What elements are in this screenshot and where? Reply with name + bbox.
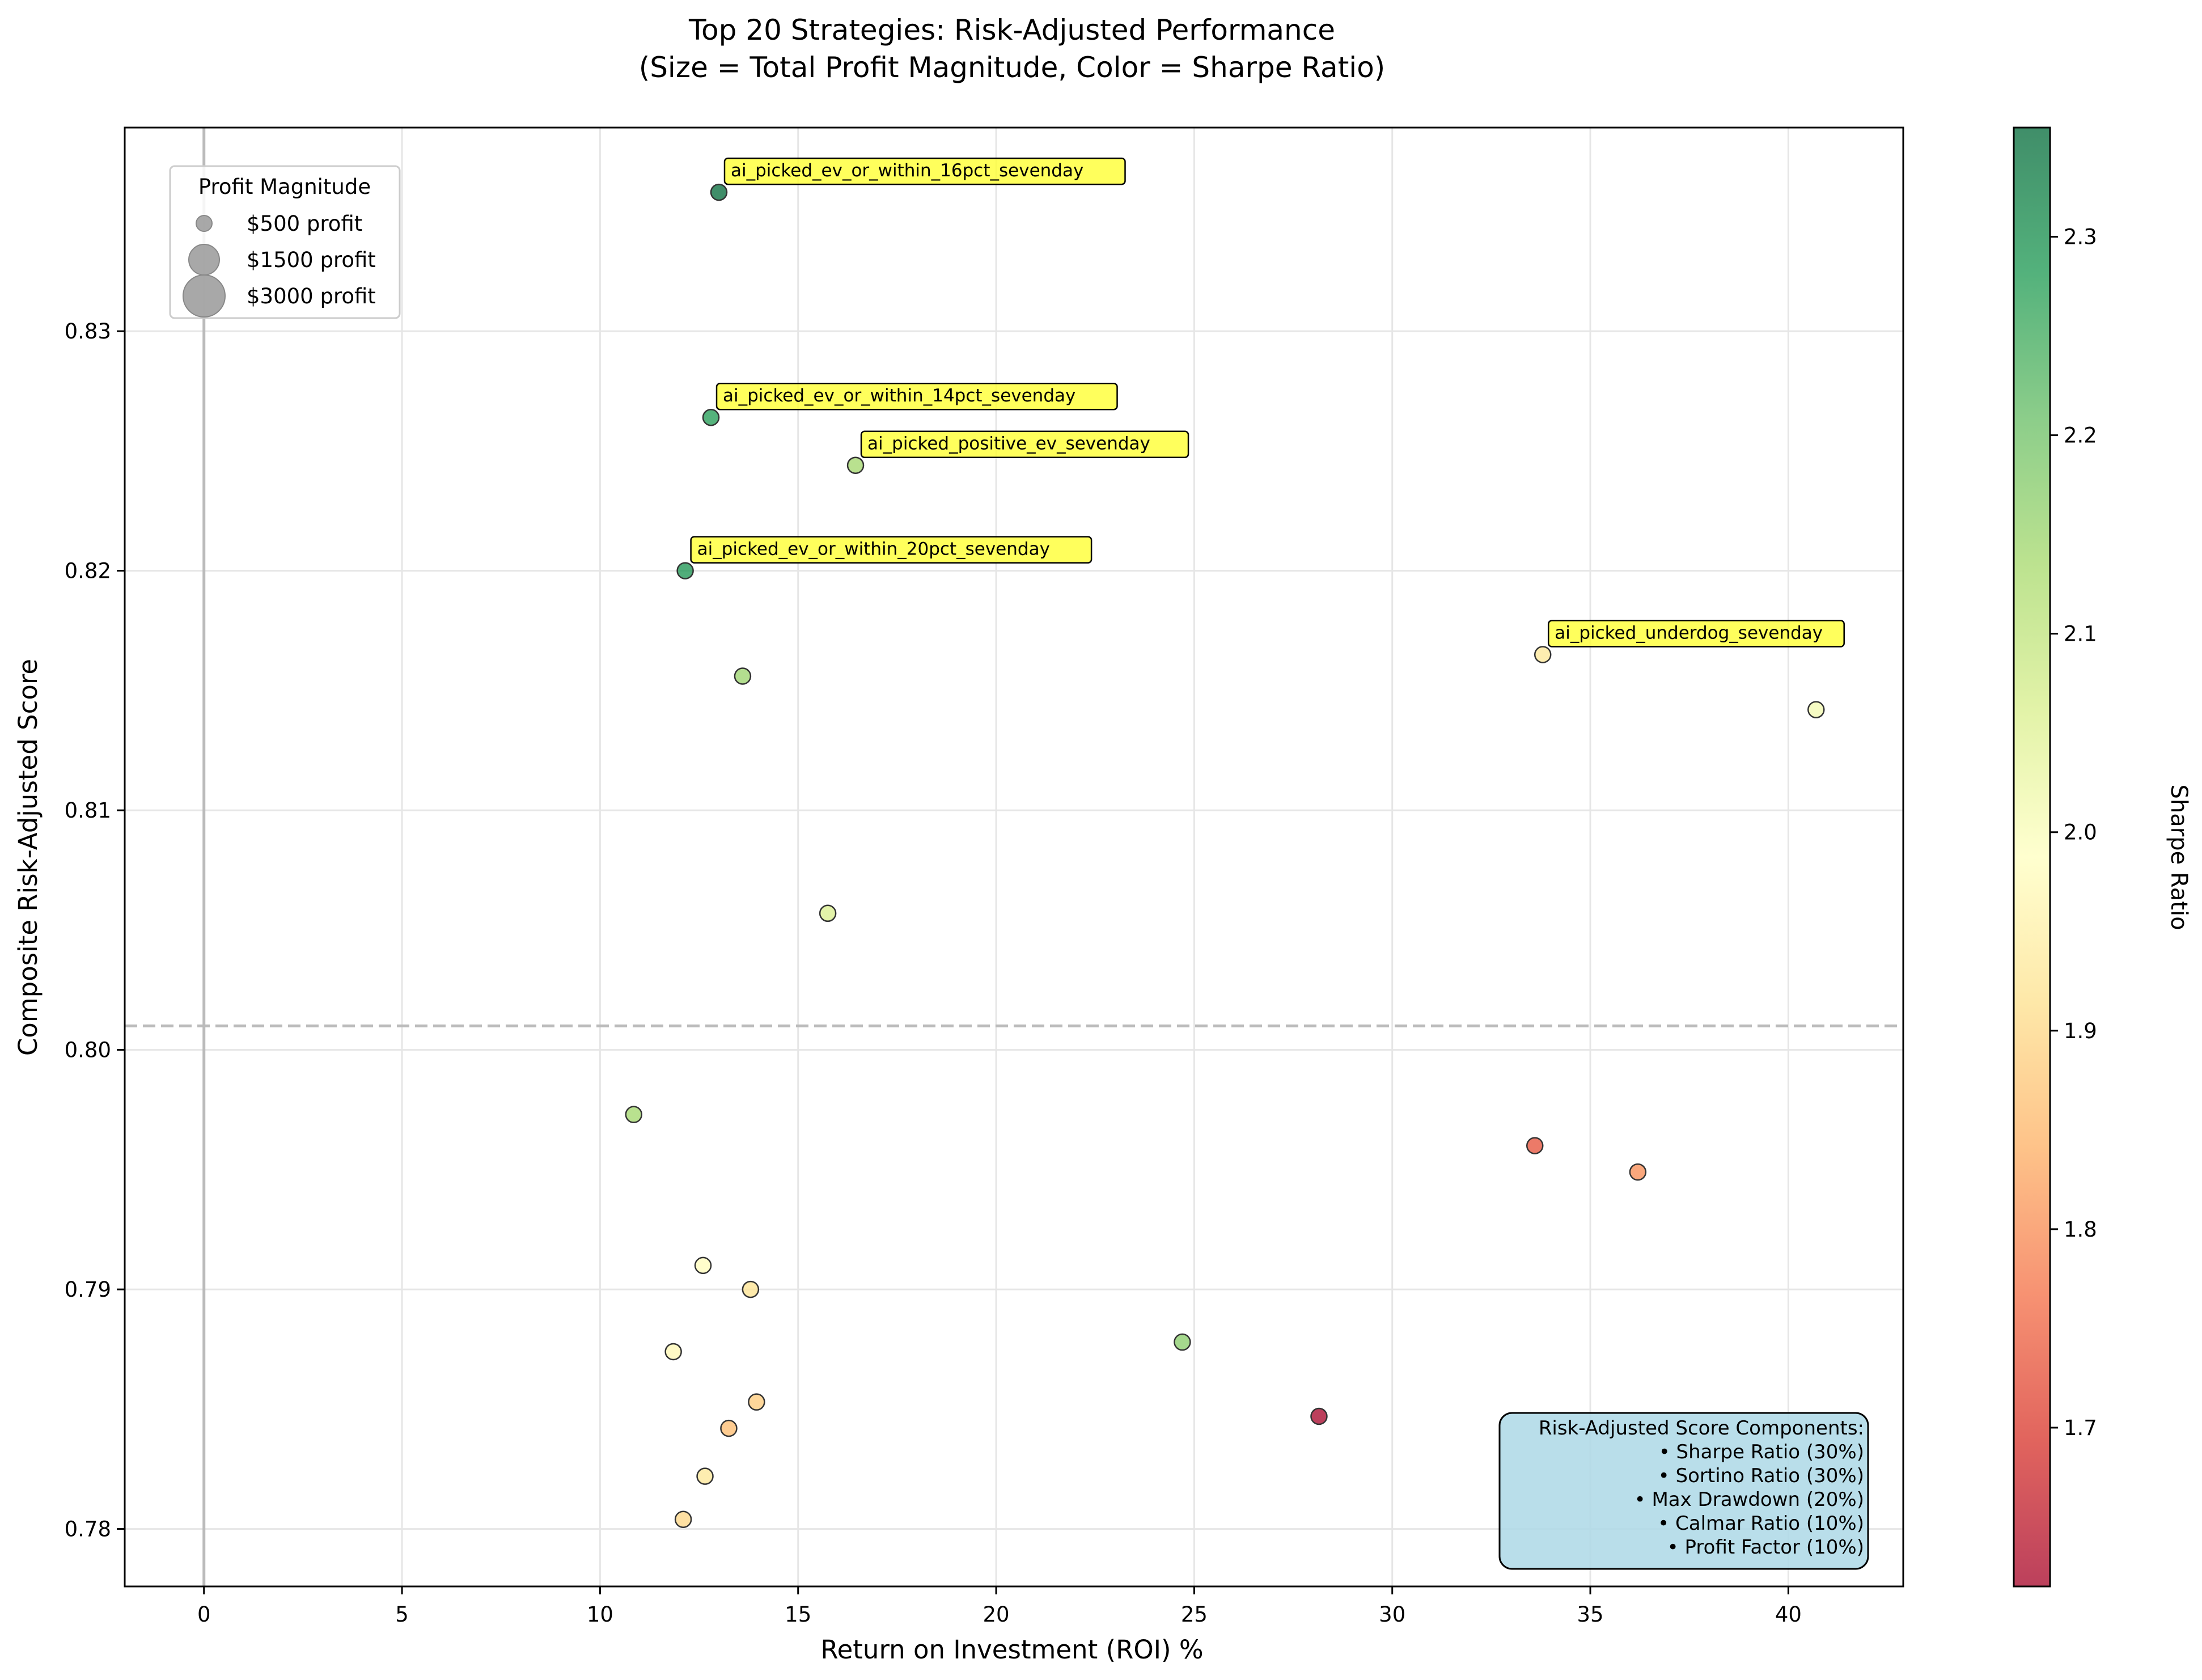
point-label-text: ai_picked_ev_or_within_16pct_sevenday bbox=[731, 160, 1083, 181]
grid-lines bbox=[125, 128, 1903, 1586]
point-labels: ai_picked_ev_or_within_16pct_sevenday ai_… bbox=[690, 157, 1845, 648]
colorbar-gradient bbox=[2013, 126, 2051, 1588]
colorbar-ticks: 1.7 1.8 1.9 2.0 2.1 2.2 2.3 bbox=[2050, 225, 2097, 1440]
scatter-point bbox=[748, 1393, 765, 1411]
size-legend-marker-1500 bbox=[188, 244, 220, 276]
scatter-point bbox=[742, 1280, 760, 1298]
y-tick-label: 0.81 bbox=[65, 798, 111, 823]
score-components-bg bbox=[1498, 1412, 1869, 1570]
point-label-box bbox=[715, 382, 1118, 411]
point-label-text: ai_picked_ev_or_within_14pct_sevenday bbox=[723, 386, 1075, 406]
scatter-point bbox=[696, 1467, 714, 1485]
size-legend-label-500: $500 profit bbox=[247, 211, 362, 236]
scatter-point bbox=[674, 1510, 692, 1528]
y-tick-label: 0.79 bbox=[65, 1277, 111, 1302]
point-label-box bbox=[1547, 620, 1845, 648]
point-label-box bbox=[860, 430, 1189, 458]
size-legend-label-3000: $3000 profit bbox=[247, 284, 376, 308]
colorbar-tick-label: 2.1 bbox=[2064, 622, 2097, 646]
scatter-point bbox=[734, 667, 752, 685]
colorbar-label: Sharpe Ratio bbox=[2166, 784, 2192, 930]
x-tick-label: 25 bbox=[1181, 1602, 1208, 1627]
scatter-point bbox=[664, 1343, 682, 1361]
scatter-point bbox=[1807, 701, 1825, 718]
size-legend-label-1500: $1500 profit bbox=[247, 248, 376, 272]
score-components-title: Risk-Adjusted Score Components: bbox=[1539, 1417, 1864, 1440]
colorbar-tick-label: 1.9 bbox=[2064, 1019, 2097, 1043]
point-label-text: ai_picked_positive_ev_sevenday bbox=[867, 434, 1150, 454]
score-components-box: Risk-Adjusted Score Components: • Sharpe… bbox=[1498, 1412, 1869, 1570]
colorbar-tick-label: 2.0 bbox=[2064, 820, 2097, 845]
y-tick-label: 0.80 bbox=[65, 1038, 111, 1063]
size-legend-marker-500 bbox=[196, 215, 213, 232]
plot-frame bbox=[124, 126, 1904, 1588]
x-tick-label: 40 bbox=[1775, 1602, 1802, 1627]
scatter-point bbox=[676, 562, 694, 579]
scatter-point bbox=[720, 1419, 738, 1437]
size-legend: Profit Magnitude $500 profit $1500 profi… bbox=[169, 165, 401, 319]
scatter-point bbox=[1174, 1333, 1191, 1351]
x-tick-label: 30 bbox=[1379, 1602, 1405, 1627]
chart-subtitle: (Size = Total Profit Magnitude, Color = … bbox=[639, 51, 1386, 84]
scatter-point bbox=[710, 183, 728, 201]
scatter-point bbox=[1629, 1163, 1647, 1181]
scatter-points bbox=[625, 183, 1825, 1528]
y-axis-label: Composite Risk-Adjusted Score bbox=[13, 659, 43, 1056]
score-components-line-1: • Sharpe Ratio (30%) bbox=[1659, 1441, 1864, 1463]
scatter-point bbox=[1534, 646, 1552, 663]
size-legend-marker-3000 bbox=[183, 274, 226, 318]
size-legend-title: Profit Magnitude bbox=[198, 175, 371, 199]
x-tick-label: 10 bbox=[587, 1602, 613, 1627]
y-tick-label: 0.78 bbox=[65, 1517, 111, 1542]
scatter-point bbox=[625, 1106, 643, 1123]
colorbar-tick-label: 2.2 bbox=[2064, 424, 2097, 448]
y-tick-label: 0.83 bbox=[65, 319, 111, 344]
point-label-box bbox=[690, 536, 1092, 564]
x-tick-label: 5 bbox=[395, 1602, 409, 1627]
colorbar: 1.7 1.8 1.9 2.0 2.1 2.2 2.3 Sharpe Ratio bbox=[2013, 126, 2192, 1588]
scatter-point bbox=[819, 904, 837, 922]
x-tick-label: 35 bbox=[1577, 1602, 1604, 1627]
x-tick-label: 20 bbox=[983, 1602, 1010, 1627]
y-tick-label: 0.82 bbox=[65, 559, 111, 583]
y-axis-ticks: 0.78 0.79 0.80 0.81 0.82 0.83 bbox=[65, 319, 125, 1542]
scatter-point bbox=[1526, 1137, 1544, 1154]
scatter-point bbox=[702, 408, 720, 426]
x-axis-label: Return on Investment (ROI) % bbox=[820, 1635, 1203, 1665]
scatter-point bbox=[1310, 1407, 1328, 1425]
score-components-line-4: • Calmar Ratio (10%) bbox=[1658, 1512, 1864, 1535]
point-label-box bbox=[723, 157, 1126, 185]
colorbar-tick-label: 1.7 bbox=[2064, 1416, 2097, 1440]
colorbar-tick-label: 2.3 bbox=[2064, 225, 2097, 249]
size-legend-box bbox=[169, 165, 401, 319]
x-tick-label: 15 bbox=[785, 1602, 811, 1627]
point-label-text: ai_picked_ev_or_within_20pct_sevenday bbox=[697, 539, 1050, 560]
score-components-line-3: • Max Drawdown (20%) bbox=[1634, 1488, 1864, 1511]
x-tick-label: 0 bbox=[197, 1602, 211, 1627]
x-axis-ticks: 0 5 10 15 20 25 30 35 40 bbox=[197, 1586, 1802, 1627]
point-label-text: ai_picked_underdog_sevenday bbox=[1555, 623, 1823, 643]
score-components-line-2: • Sortino Ratio (30%) bbox=[1658, 1465, 1864, 1487]
scatter-point bbox=[846, 456, 865, 474]
scatter-point bbox=[694, 1256, 712, 1275]
reference-lines bbox=[125, 128, 1903, 1586]
colorbar-tick-label: 1.8 bbox=[2064, 1217, 2097, 1242]
chart-title: Top 20 Strategies: Risk-Adjusted Perform… bbox=[688, 14, 1335, 46]
score-components-line-5: • Profit Factor (10%) bbox=[1667, 1536, 1864, 1559]
